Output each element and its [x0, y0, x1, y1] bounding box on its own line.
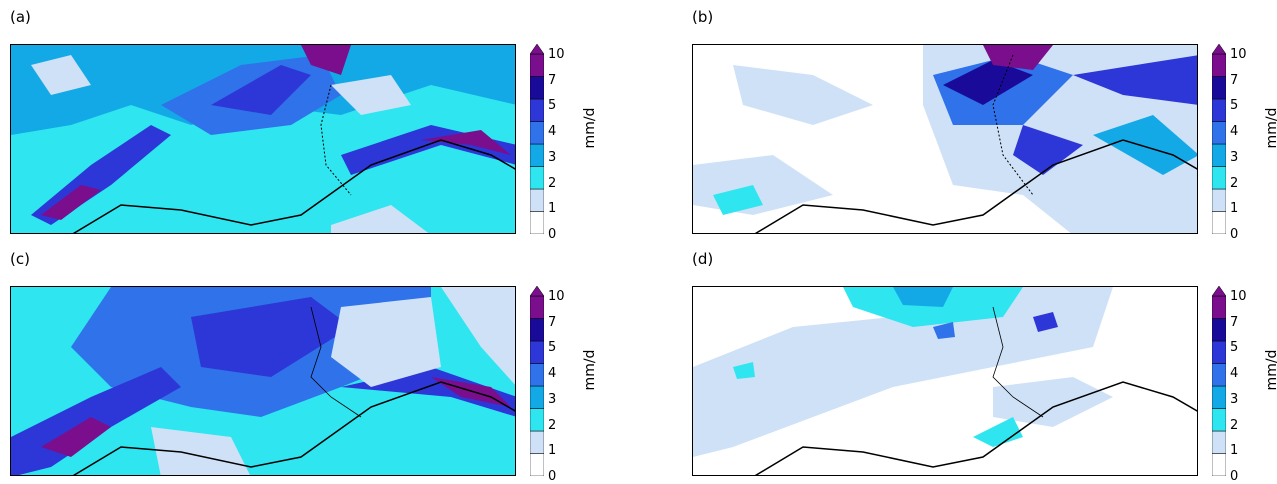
colorbar-bands	[1212, 286, 1226, 476]
colorbar-band	[530, 453, 544, 476]
colorbar-tick-label: 2	[1230, 417, 1239, 433]
colorbar-tick-label: 2	[548, 175, 557, 191]
colorbar-bands	[530, 44, 544, 234]
panel-label: (b)	[692, 8, 714, 26]
colorbar-band	[1212, 211, 1226, 234]
colorbar-tick-label: 1	[1230, 201, 1239, 217]
colorbar-tick-label: 10	[548, 289, 565, 304]
precipitation-map	[692, 44, 1198, 234]
colorbar-tick-label: 3	[1230, 391, 1239, 407]
colorbar-tick-label: 4	[548, 366, 557, 382]
colorbar-tick-label: 7	[1230, 72, 1239, 88]
colorbar-band	[530, 211, 544, 234]
colorbar-band	[530, 121, 544, 145]
panel-label: (c)	[10, 250, 30, 268]
colorbar-bands	[1212, 44, 1226, 234]
colorbar-tick-label: 2	[1230, 175, 1239, 191]
colorbar	[530, 286, 544, 476]
colorbar-tick-label: 5	[548, 98, 557, 114]
colorbar-extend-arrow	[530, 44, 544, 55]
panel-d: (d) 0 1 2 3 4 5 7 10 mm/d	[682, 242, 1277, 484]
colorbar-tick-label: 10	[548, 47, 565, 62]
colorbar-extend-arrow	[1212, 286, 1226, 297]
colorbar-band	[1212, 318, 1226, 342]
colorbar-band	[1212, 385, 1226, 409]
colorbar-tick-label: 5	[1230, 98, 1239, 114]
colorbar-band	[530, 408, 544, 432]
colorbar-tick-label: 7	[1230, 314, 1239, 330]
colorbar-band	[1212, 453, 1226, 476]
colorbar-tick-label: 0	[1230, 469, 1239, 484]
colorbar-tick-label: 7	[548, 314, 557, 330]
colorbar-tick-label: 3	[548, 391, 557, 407]
colorbar-tick-label: 1	[1230, 443, 1239, 459]
panel-label: (a)	[10, 8, 31, 26]
colorbar-tick-label: 4	[1230, 366, 1239, 382]
precipitation-map	[10, 44, 516, 234]
colorbar-tick-label: 1	[548, 201, 557, 217]
colorbar-band	[1212, 98, 1226, 122]
panel-c: (c) 0 1 2 3 4 5 7 10 mm/d	[0, 242, 636, 484]
colorbar-band	[1212, 295, 1226, 319]
colorbar-band	[530, 295, 544, 319]
colorbar-tick-label: 10	[1230, 289, 1247, 304]
colorbar-band	[530, 166, 544, 190]
colorbar-band	[1212, 188, 1226, 212]
colorbar-band	[530, 363, 544, 387]
colorbar-unit-label: mm/d	[1264, 349, 1277, 391]
colorbar-band	[530, 53, 544, 77]
colorbar-band	[1212, 340, 1226, 364]
colorbar-band	[1212, 166, 1226, 190]
colorbar-band	[530, 188, 544, 212]
colorbar	[1212, 44, 1226, 234]
colorbar-extend-arrow	[530, 286, 544, 297]
colorbar-tick-label: 5	[1230, 340, 1239, 356]
colorbar-band	[1212, 76, 1226, 100]
colorbar-tick-label: 10	[1230, 47, 1247, 62]
colorbar-tick-label: 0	[548, 469, 557, 484]
panel-b: (b) 0 1 2 3 4 5 7 10 mm/d	[682, 0, 1277, 242]
colorbar-band	[530, 98, 544, 122]
colorbar-tick-label: 7	[548, 72, 557, 88]
colorbar-tick-label: 1	[548, 443, 557, 459]
colorbar-band	[1212, 430, 1226, 454]
colorbar-band	[1212, 363, 1226, 387]
colorbar-band	[530, 340, 544, 364]
precipitation-map	[692, 286, 1198, 476]
precipitation-map	[10, 286, 516, 476]
colorbar-extend-arrow	[1212, 44, 1226, 55]
colorbar-band	[530, 318, 544, 342]
colorbar-band	[1212, 53, 1226, 77]
colorbar-band	[1212, 408, 1226, 432]
colorbar-unit-label: mm/d	[582, 349, 598, 391]
colorbar-band	[530, 430, 544, 454]
colorbar-tick-label: 3	[548, 149, 557, 165]
colorbar-tick-label: 5	[548, 340, 557, 356]
colorbar	[1212, 286, 1226, 476]
colorbar-tick-label: 4	[548, 124, 557, 140]
colorbar-band	[530, 385, 544, 409]
colorbar-tick-label: 4	[1230, 124, 1239, 140]
panel-a: (a) 0 1 2 3 4 5 7 10 mm/d	[0, 0, 636, 242]
panel-label: (d)	[692, 250, 714, 268]
colorbar	[530, 44, 544, 234]
colorbar-bands	[530, 286, 544, 476]
colorbar-band	[530, 76, 544, 100]
colorbar-unit-label: mm/d	[582, 107, 598, 149]
colorbar-band	[1212, 121, 1226, 145]
colorbar-tick-label: 3	[1230, 149, 1239, 165]
colorbar-band	[1212, 143, 1226, 167]
colorbar-tick-label: 0	[548, 227, 557, 242]
colorbar-unit-label: mm/d	[1264, 107, 1277, 149]
colorbar-band	[530, 143, 544, 167]
colorbar-tick-label: 0	[1230, 227, 1239, 242]
colorbar-tick-label: 2	[548, 417, 557, 433]
